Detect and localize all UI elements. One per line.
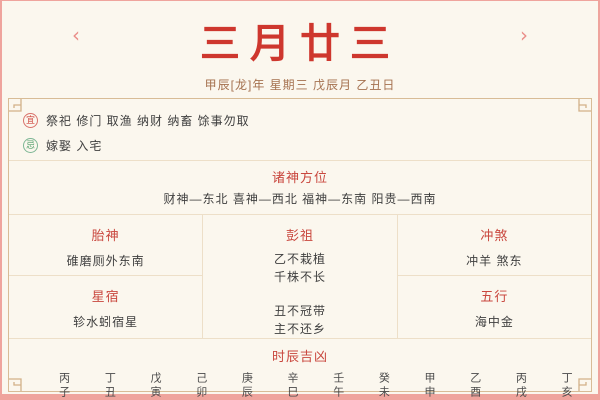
left-column: 胎神 碓磨厕外东南 星宿 轸水蚓宿星 (9, 215, 203, 338)
chongsha-value: 冲羊 煞东 (466, 254, 523, 268)
hour-column: 壬午凶 (331, 372, 344, 400)
pengzu-line: 乙不栽植 (273, 252, 326, 266)
ji-row: 忌 嫁娶 入宅 (23, 133, 577, 158)
page-title: 三月廿三 (200, 20, 400, 67)
hour-column: 癸未凶 (377, 372, 390, 400)
next-day-button[interactable]: › (512, 21, 536, 49)
shichen-section: 时辰吉凶 丙子凶 丁丑凶 戊寅吉 己卯吉 庚辰凶 辛巳吉 壬午凶 癸未凶 甲申吉… (9, 339, 591, 400)
prev-day-button[interactable]: ‹ (64, 21, 88, 49)
gods-section: 诸神方位 财神—东北 喜神—西北 福神—东南 阳贵—西南 (9, 161, 591, 214)
hour-column: 辛巳吉 (286, 372, 299, 400)
gods-title: 诸神方位 (271, 170, 328, 185)
yi-items: 祭祀 修门 取渔 纳财 纳畜 馀事勿取 (46, 114, 250, 128)
hour-column: 乙酉凶 (468, 372, 481, 400)
xingxiu-value: 轸水蚓宿星 (73, 315, 139, 329)
wuxing-cell: 五行 海中金 (398, 276, 591, 330)
corner-ornament-icon (578, 378, 591, 391)
pengzu-line: 主不还乡 (273, 322, 326, 336)
pengzu-line: 丑不冠带 (273, 304, 326, 318)
ji-items: 嫁娶 入宅 (46, 139, 103, 153)
pengzu-line: 千株不长 (273, 270, 326, 284)
chevron-left-icon: ‹ (72, 23, 80, 47)
header: ‹ 三月廿三 甲辰[龙]年 星期三 戊辰月 乙丑日 › (2, 1, 598, 98)
corner-ornament-icon (578, 99, 591, 112)
xingxiu-cell: 星宿 轸水蚓宿星 (9, 276, 202, 330)
taishen-value: 碓磨厕外东南 (66, 254, 145, 268)
shichen-title: 时辰吉凶 (271, 349, 328, 364)
pengzu-title: 彭祖 (285, 228, 314, 243)
pengzu-cell: 彭祖 乙不栽植 千株不长 丑不冠带 主不还乡 (202, 215, 398, 338)
hour-column: 丙子凶 (57, 372, 70, 400)
chongsha-cell: 冲煞 冲羊 煞东 (397, 215, 591, 276)
hour-column: 丁亥吉 (560, 372, 573, 400)
chongsha-title: 冲煞 (480, 228, 509, 243)
hour-column: 丙戌吉 (514, 372, 527, 400)
wuxing-value: 海中金 (474, 315, 514, 329)
yi-ji-section: 宜 祭祀 修门 取渔 纳财 纳畜 馀事勿取 忌 嫁娶 入宅 (9, 99, 591, 160)
yi-badge-icon: 宜 (23, 113, 38, 128)
wuxing-title: 五行 (480, 289, 509, 304)
xingxiu-title: 星宿 (91, 289, 120, 304)
ji-badge-icon: 忌 (23, 138, 38, 153)
chevron-right-icon: › (520, 23, 528, 47)
hour-column: 庚辰凶 (240, 372, 253, 400)
gods-directions: 财神—东北 喜神—西北 福神—东南 阳贵—西南 (163, 192, 437, 206)
taishen-cell: 胎神 碓磨厕外东南 (9, 215, 203, 276)
detail-grid: 胎神 碓磨厕外东南 星宿 轸水蚓宿星 彭祖 乙不栽植 千株不长 丑不 (9, 214, 591, 339)
right-column: 冲煞 冲羊 煞东 五行 海中金 (397, 215, 591, 338)
almanac-frame: 宜 祭祀 修门 取渔 纳财 纳畜 馀事勿取 忌 嫁娶 入宅 诸神方位 财神—东北… (8, 98, 592, 400)
hour-column: 戊寅吉 (149, 372, 162, 400)
corner-ornament-icon (9, 99, 22, 112)
hours-row: 丙子凶 丁丑凶 戊寅吉 己卯吉 庚辰凶 辛巳吉 壬午凶 癸未凶 甲申吉 乙酉凶 … (9, 365, 591, 400)
taishen-title: 胎神 (91, 228, 120, 243)
date-subtitle: 甲辰[龙]年 星期三 戊辰月 乙丑日 (204, 78, 396, 92)
corner-ornament-icon (9, 378, 22, 391)
yi-row: 宜 祭祀 修门 取渔 纳财 纳畜 馀事勿取 (23, 108, 577, 133)
hour-column: 己卯吉 (194, 372, 207, 400)
hour-column: 丁丑凶 (103, 372, 116, 400)
hour-column: 甲申吉 (423, 372, 436, 400)
divider (9, 160, 591, 161)
pengzu-stanza-2: 丑不冠带 主不还乡 (203, 302, 396, 338)
pengzu-stanza-1: 乙不栽植 千株不长 (203, 250, 396, 286)
